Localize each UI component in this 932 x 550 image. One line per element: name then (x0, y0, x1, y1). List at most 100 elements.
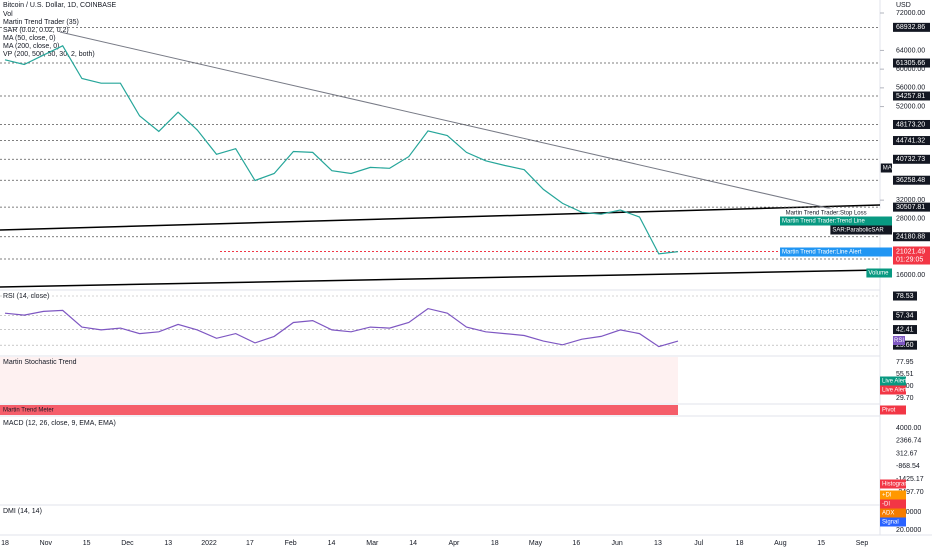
y-tick-label: 52000.00 (896, 103, 925, 110)
legend-line: Vol (3, 11, 13, 18)
axis-label: -868.54 (896, 463, 920, 470)
pane-title: DMI (14, 14) (3, 508, 42, 515)
x-tick-label: Feb (285, 540, 297, 547)
price-level-box (893, 202, 930, 212)
y-tick-label: 28000.00 (896, 216, 925, 223)
last-price-label: 21021.49 (896, 248, 925, 255)
tag-label: SAR:ParabolicSAR (832, 228, 884, 234)
pane-title: RSI (14, close) (3, 293, 49, 300)
trend-meter-bar (0, 405, 678, 415)
legend-line: SAR (0.02, 0.02, 0.2) (3, 27, 69, 34)
x-tick-label: Mar (366, 540, 379, 547)
x-tick-label: 16 (572, 540, 580, 547)
tag-box (893, 336, 905, 345)
last-price-box (893, 246, 930, 265)
price-level-box (893, 91, 930, 101)
x-tick-label: 2022 (201, 540, 217, 547)
price-level-label: 54257.81 (896, 93, 925, 100)
pane-title: MACD (12, 26, close, 9, EMA, EMA) (3, 420, 116, 427)
tag-label: Martin Trend Trader:Trend Line (782, 219, 865, 225)
tag-label: Martin Trend Trader:Line Alert (782, 250, 862, 256)
tag-box (830, 225, 892, 235)
price-line (4, 45, 679, 255)
pane-title: Martin Stochastic Trend (3, 359, 77, 366)
trend-line (0, 269, 881, 288)
price-level-label: 44741.32 (896, 137, 925, 144)
rsi-level-box (893, 311, 917, 321)
tag-box (780, 247, 892, 257)
axis-label: 55.51 (896, 371, 914, 378)
rsi-tick-label: 25.60 (896, 342, 914, 349)
tag-label: ADX (882, 511, 894, 517)
x-tick-label: Nov (40, 540, 53, 547)
tag-label: Volume (868, 271, 889, 277)
axis-label: 77.95 (896, 359, 914, 366)
price-level-box (893, 154, 930, 164)
tag-box (880, 490, 906, 500)
tag-label: RSI (894, 338, 904, 344)
rsi-line (4, 307, 679, 348)
x-tick-label: 13 (164, 540, 172, 547)
price-level-label: 40732.73 (896, 156, 925, 163)
tag-box (880, 376, 906, 386)
x-tick-label: 18 (491, 540, 499, 547)
x-tick-label: 18 (1, 540, 9, 547)
x-tick-label: Jul (694, 540, 703, 547)
x-tick-label: 14 (409, 540, 417, 547)
axis-label: 40.0000 (896, 509, 921, 516)
tag-box (780, 216, 892, 226)
tag-box (880, 499, 906, 509)
tag-box (880, 479, 906, 489)
legend-line: MA (50, close, 0) (3, 35, 56, 42)
y-tick-label: 32000.00 (896, 197, 925, 204)
tag-label: -DI (882, 502, 890, 508)
price-level-label: 48173.20 (896, 121, 925, 128)
tag-box (880, 385, 906, 395)
x-tick-label: 18 (736, 540, 744, 547)
axis-label: 312.67 (896, 450, 918, 457)
tag-label: MA (883, 166, 892, 172)
legend-line: Martin Trend Trader (35) (3, 19, 79, 26)
tag-box (880, 517, 906, 527)
x-tick-label: 13 (654, 540, 662, 547)
tag-label: +DI (882, 493, 892, 499)
x-tick-label: Apr (448, 540, 460, 547)
x-tick-label: Dec (121, 540, 134, 547)
axis-label: 2366.74 (896, 438, 921, 445)
x-tick-label: Aug (774, 540, 787, 547)
y-tick-label: 16000.00 (896, 272, 925, 279)
rsi-level-box (893, 291, 917, 301)
axis-label: -1425.17 (896, 476, 924, 483)
axis-label: 20.0000 (896, 527, 921, 534)
stoch-background (0, 357, 678, 403)
rsi-tick-label: 78.53 (896, 293, 914, 300)
x-tick-label: May (529, 540, 543, 547)
price-level-label: 61305.66 (896, 60, 925, 67)
price-level-box (893, 119, 930, 129)
legend-line: VP (200, 500, 50, 30, 2, both) (3, 51, 95, 58)
y-tick-label: 72000.00 (896, 10, 925, 17)
price-level-box (893, 232, 930, 242)
tag-label: Martin Trend Trader:Stop Loss (786, 211, 867, 217)
x-tick-label: 14 (328, 540, 336, 547)
price-level-label: 24180.88 (896, 234, 925, 241)
x-tick-label: Jun (611, 540, 622, 547)
countdown: 01:29:05 (896, 256, 923, 263)
tag-label: Signal (882, 520, 899, 526)
tag-label: Histogram (882, 482, 909, 488)
tag-box (880, 508, 906, 518)
x-tick-label: 15 (83, 540, 91, 547)
rsi-tick-label: 42.41 (896, 326, 914, 333)
chart-title: Bitcoin / U.S. Dollar, 1D, COINBASE (3, 2, 117, 9)
legend-line: MA (200, close, 0) (3, 43, 59, 50)
y-tick-label: 56000.00 (896, 85, 925, 92)
axis-label: 29.70 (896, 395, 914, 402)
price-level-label: 68932.86 (896, 24, 925, 31)
tag-label: Live Alert (882, 388, 907, 394)
x-tick-label: 17 (246, 540, 254, 547)
y-tick-label: 60000.00 (896, 66, 925, 73)
price-level-box (893, 22, 930, 32)
tag-box (783, 208, 892, 218)
rsi-tick-label: 57.34 (896, 313, 914, 320)
